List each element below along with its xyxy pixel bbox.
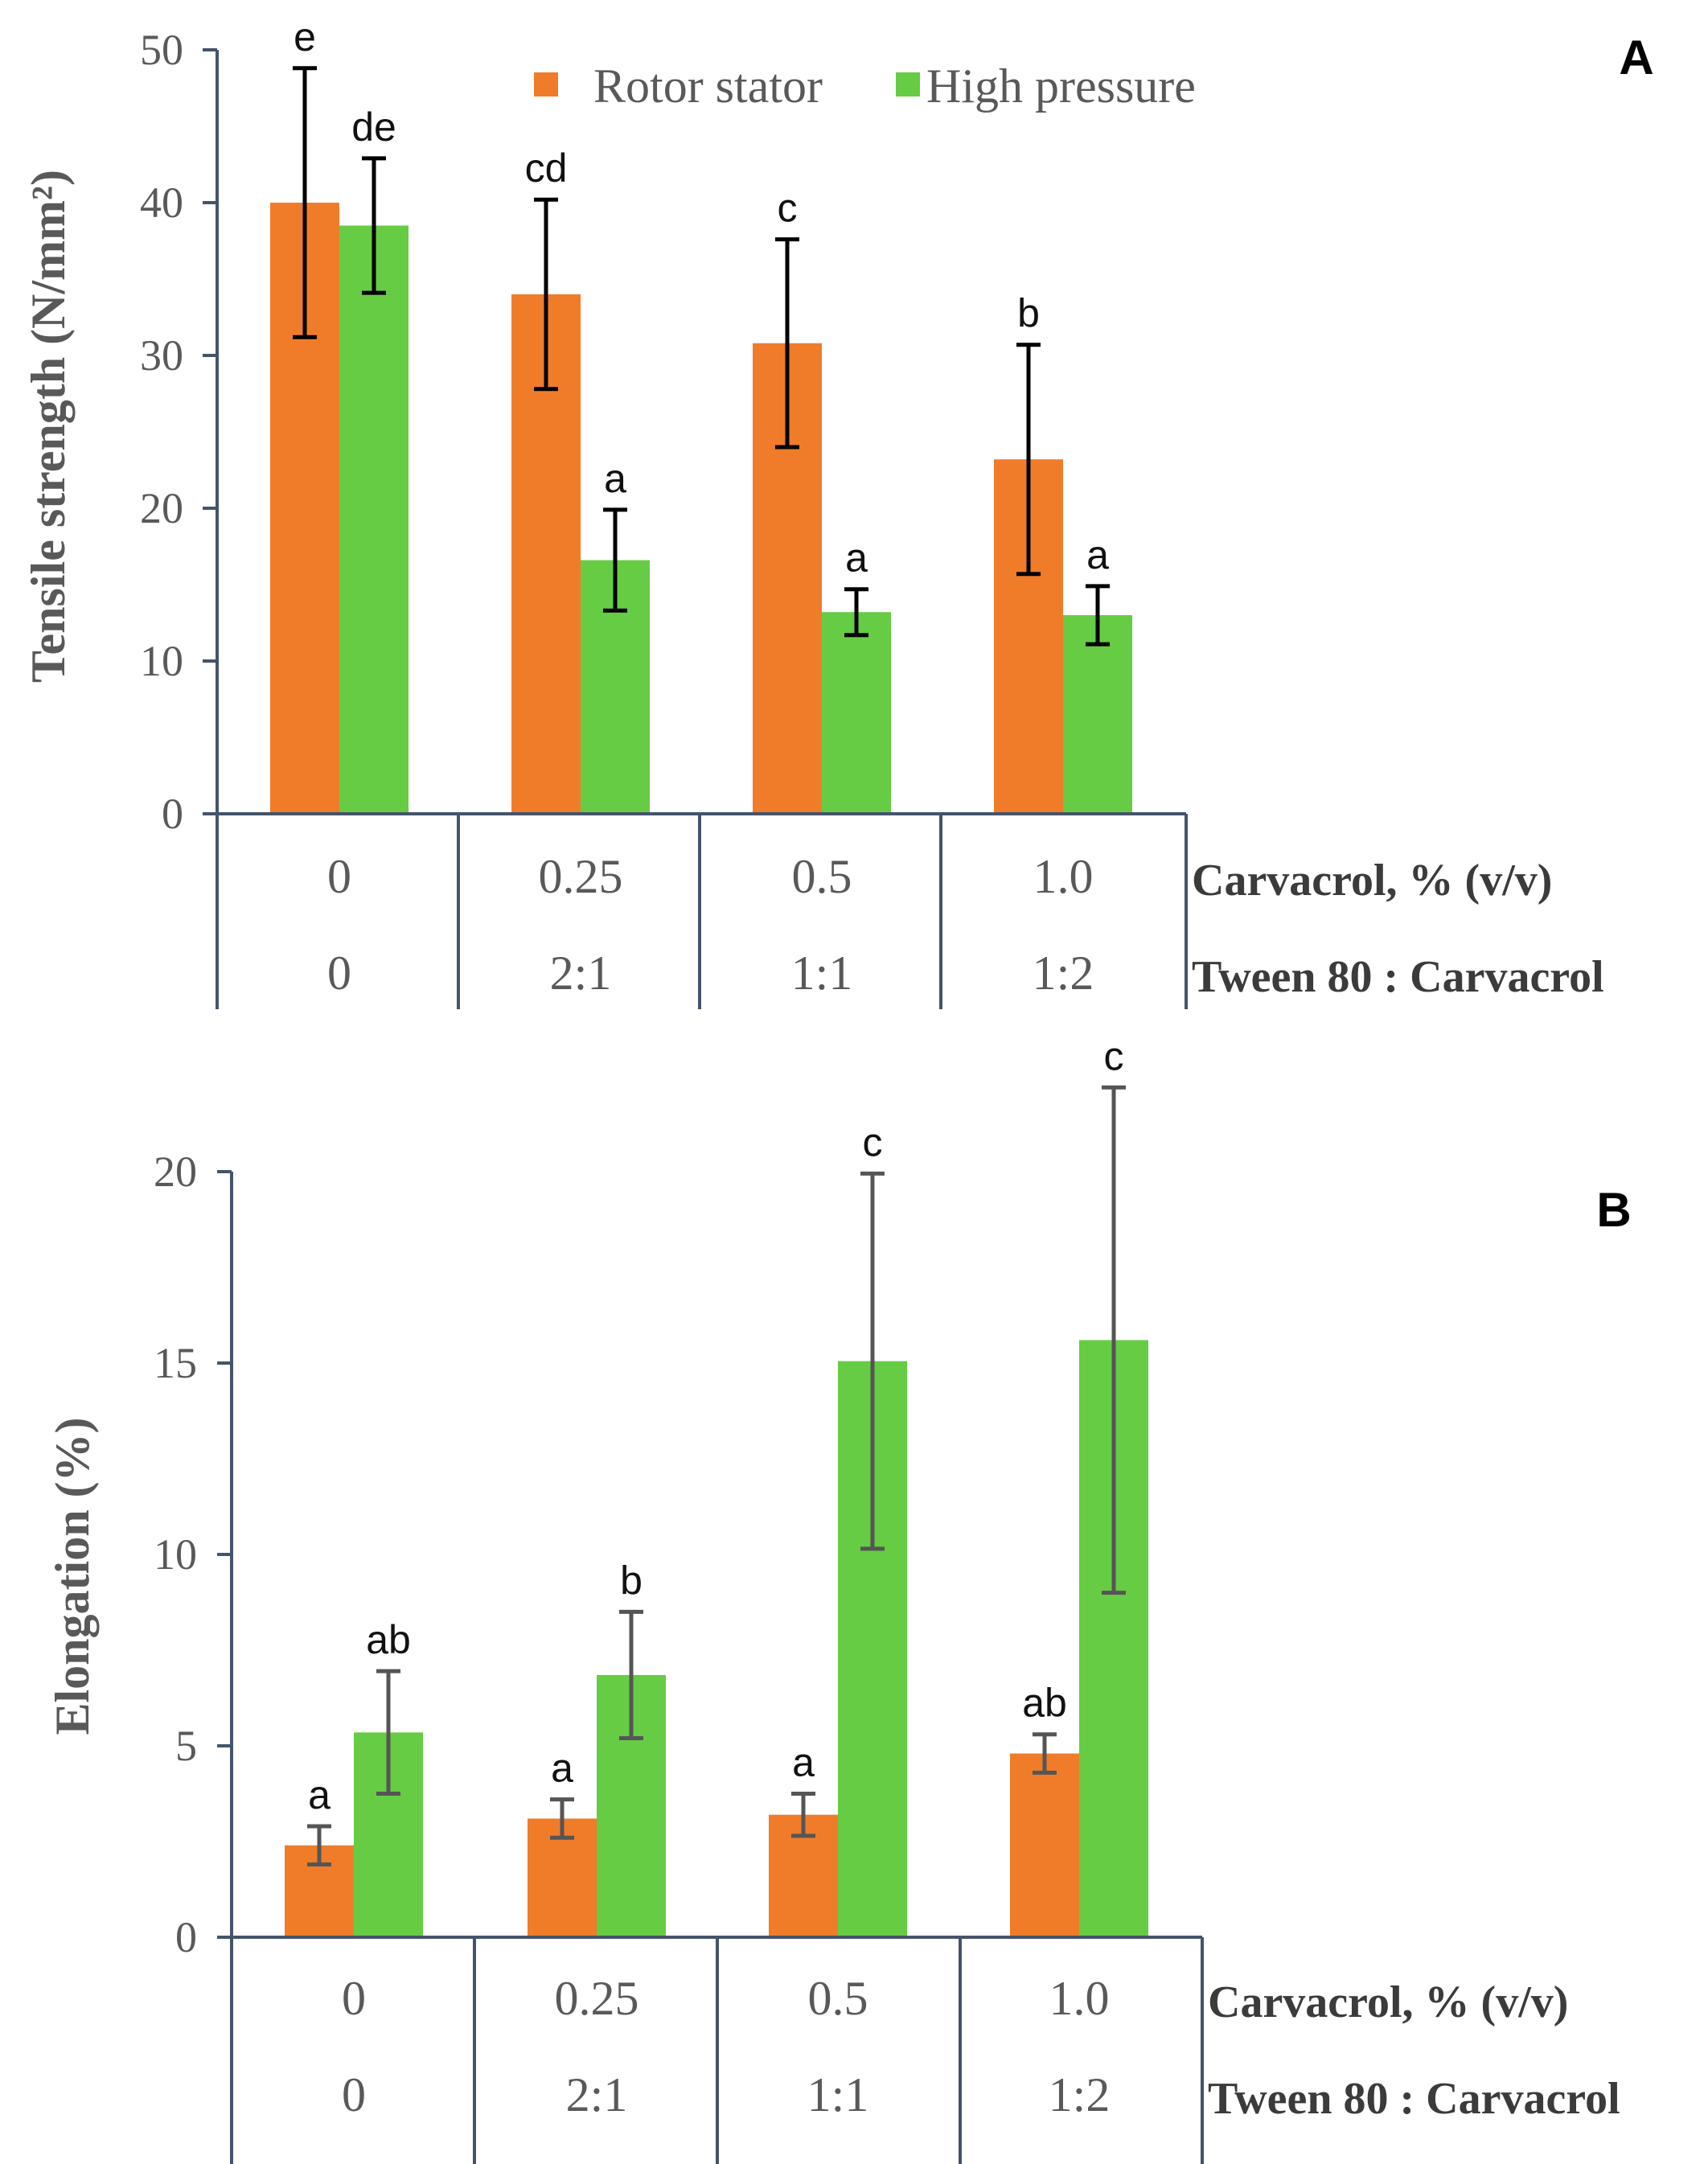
x-secondary-category-label: 1:1 [807, 2068, 869, 2121]
significance-letter: a [604, 456, 626, 501]
y-tick-label: 20 [154, 1148, 197, 1196]
x-secondary-category-label: 0 [342, 2068, 366, 2121]
significance-letter: a [845, 536, 868, 581]
y-tick-label: 50 [140, 26, 183, 74]
x-secondary-category-label: 0 [327, 946, 351, 1000]
x-category-label: 0.25 [539, 850, 623, 903]
x-secondary-category-label: 1:2 [1049, 2068, 1111, 2121]
x-category-label: 0.25 [555, 1972, 639, 2025]
y-tick-label: 20 [140, 484, 183, 532]
x-secondary-category-label: 2:1 [550, 946, 612, 1000]
significance-letter: a [1086, 532, 1109, 577]
panel-label: A [1619, 31, 1653, 84]
bar [1010, 1753, 1079, 1937]
y-tick-label: 5 [175, 1722, 197, 1770]
panel-label: B [1596, 1183, 1631, 1237]
significance-letter: a [308, 1772, 331, 1817]
x-category-label: 1.0 [1049, 1972, 1110, 2025]
significance-letter: cd [525, 146, 568, 191]
significance-letter: de [351, 105, 396, 150]
y-axis-title: Elongation (%) [46, 1417, 99, 1735]
x-category-label: 1.0 [1033, 850, 1094, 903]
x-category-label: 0.5 [792, 850, 852, 903]
y-axis-title: Tensile strength (N/mm²) [22, 170, 75, 683]
y-tick-label: 0 [175, 1913, 197, 1961]
legend-swatch-rotor-stator [534, 72, 558, 96]
y-tick-label: 10 [154, 1530, 197, 1579]
x-secondary-category-label: 1:2 [1033, 946, 1094, 1000]
legend-label-rotor-stator: Rotor stator [593, 60, 823, 113]
significance-letter: b [620, 1558, 643, 1603]
category-row-label: Tween 80 : Carvacrol [1208, 2074, 1620, 2124]
x-secondary-category-label: 2:1 [566, 2068, 628, 2121]
y-tick-label: 30 [140, 331, 183, 380]
significance-letter: c [778, 186, 798, 231]
y-tick-label: 0 [162, 790, 183, 838]
category-row-label: Carvacrol, % (v/v) [1192, 856, 1552, 905]
significance-letter: ab [366, 1617, 411, 1662]
significance-letter: c [863, 1119, 883, 1164]
significance-letter: e [294, 14, 316, 60]
bar [822, 612, 891, 814]
y-tick-label: 40 [140, 179, 183, 227]
y-tick-label: 10 [140, 637, 183, 685]
significance-letter: a [792, 1740, 815, 1785]
x-secondary-category-label: 1:1 [791, 946, 853, 1000]
chart-elongation: 0 5 10 15 20 Elongation (%) a a a ab ab b c c 0 0.25 0.5… [46, 1033, 1632, 2164]
chart-tensile-strength: 0 10 20 30 40 50 Tensile strength (N/mm²) e cd c b… [22, 14, 1654, 1009]
significance-letter: b [1017, 291, 1040, 336]
x-category-label: 0 [327, 850, 351, 903]
legend-swatch-high-pressure [896, 72, 920, 96]
x-category-label: 0 [342, 1972, 366, 2025]
significance-letter: a [551, 1746, 573, 1791]
x-category-label: 0.5 [808, 1972, 868, 2025]
bar [339, 225, 409, 814]
category-row-label: Carvacrol, % (v/v) [1208, 1977, 1568, 2027]
bar [1063, 615, 1132, 814]
significance-letter: c [1104, 1033, 1124, 1078]
category-row-label: Tween 80 : Carvacrol [1192, 952, 1604, 1002]
legend-label-high-pressure: High pressure [926, 60, 1196, 113]
significance-letter: ab [1022, 1681, 1067, 1726]
legend: Rotor stator High pressure [534, 60, 1196, 113]
y-tick-label: 15 [154, 1339, 197, 1387]
